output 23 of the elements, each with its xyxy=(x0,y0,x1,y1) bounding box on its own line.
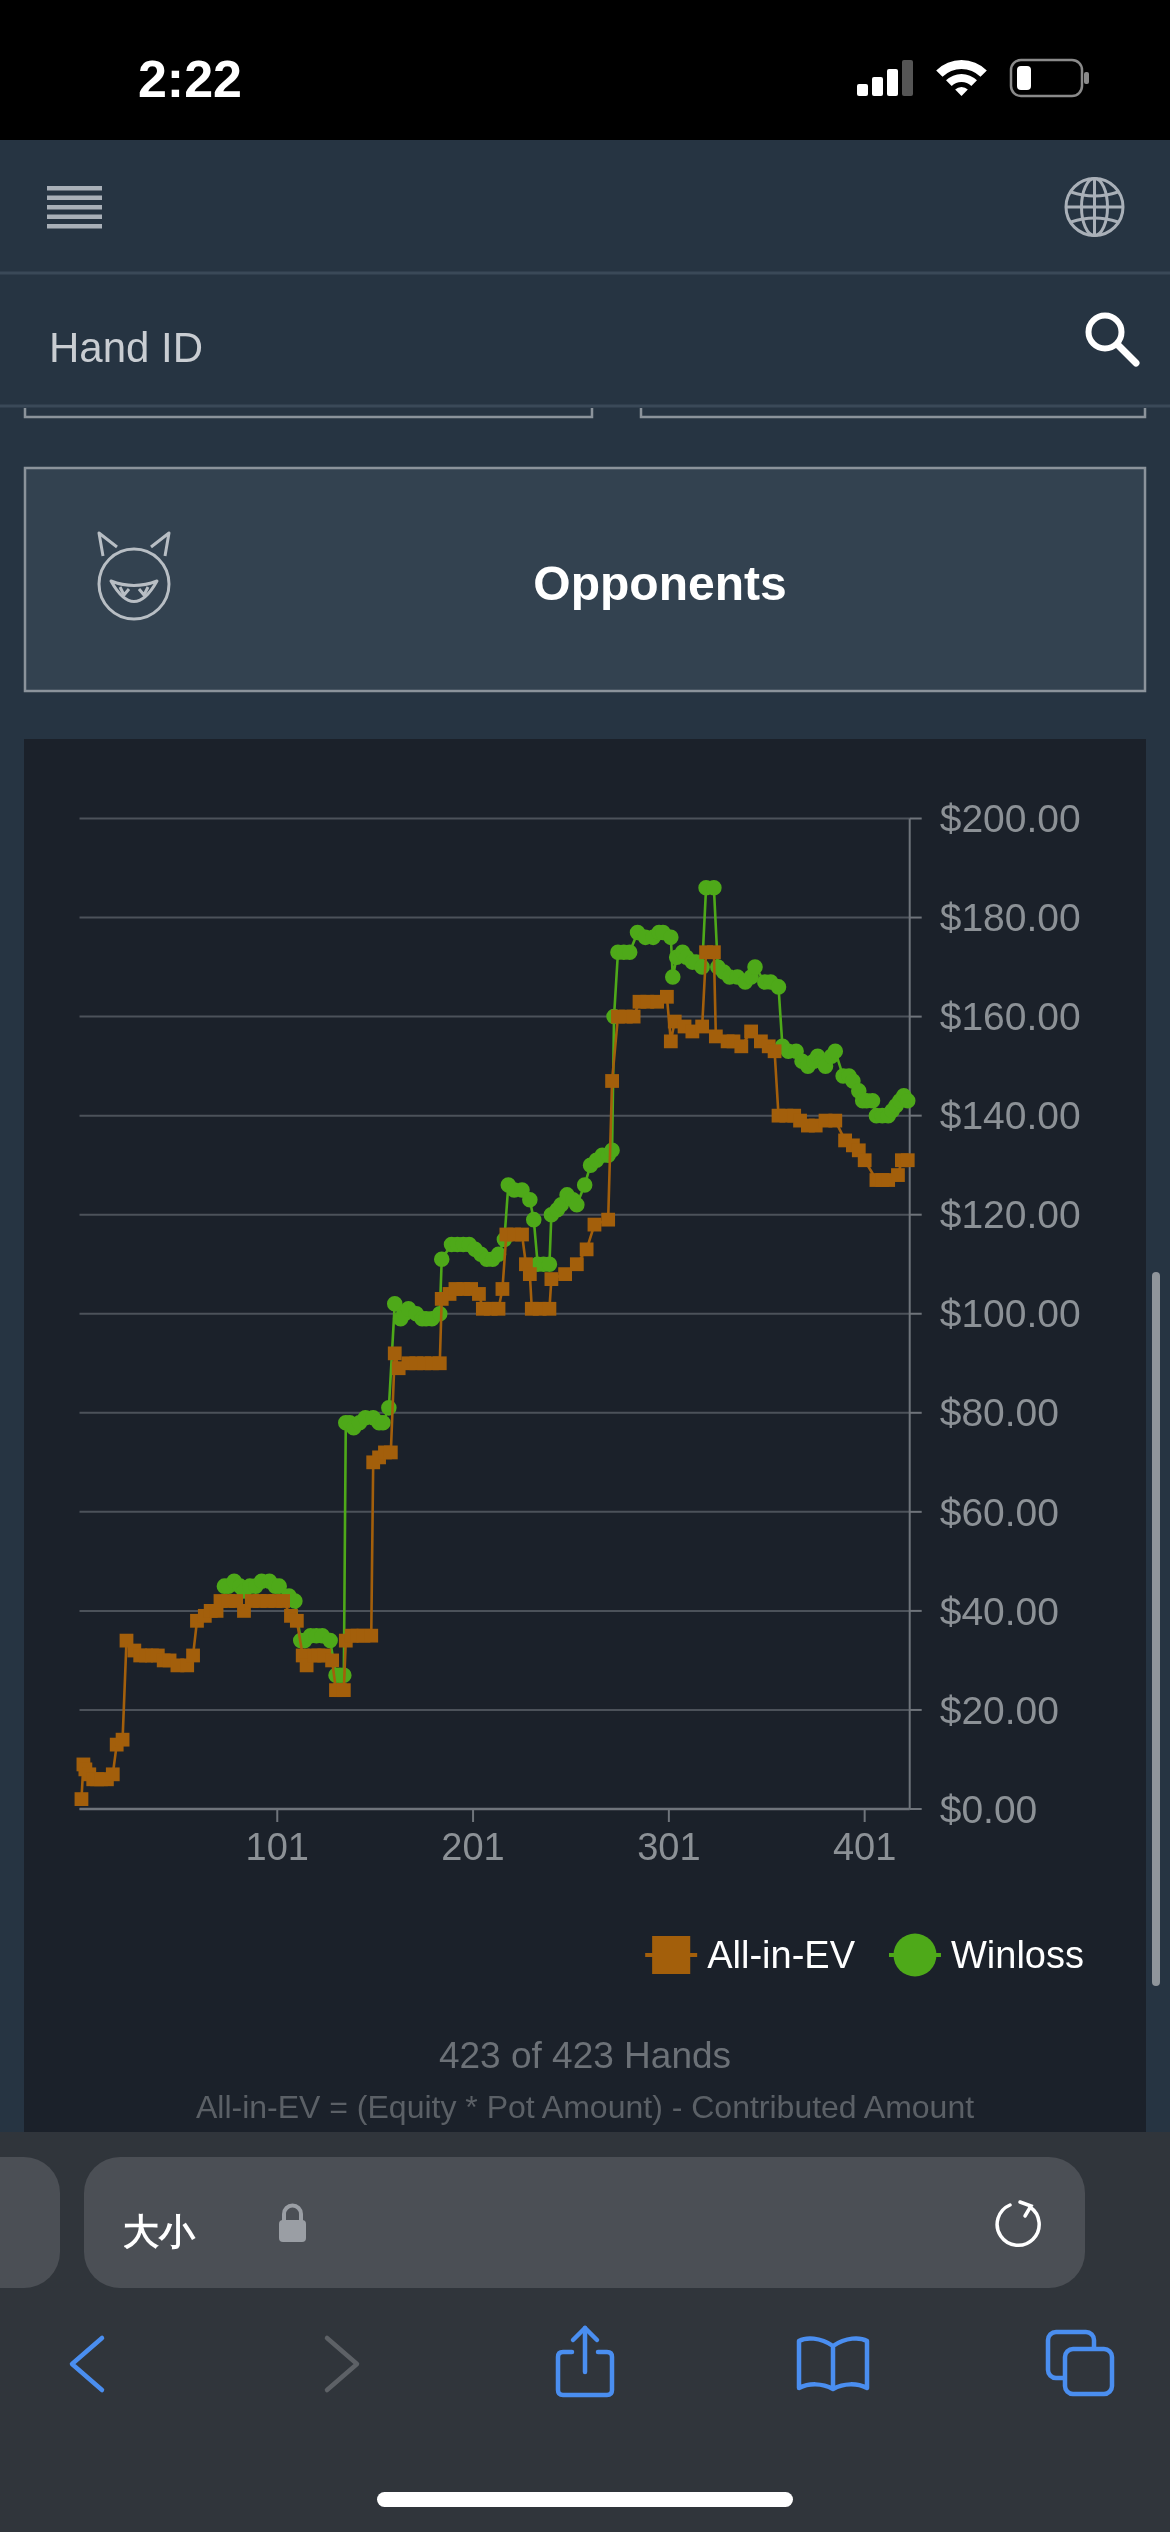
x-tick-label: 101 xyxy=(245,1826,309,1868)
y-tick-label: $80.00 xyxy=(939,1391,1059,1435)
y-tick-label: $40.00 xyxy=(939,1589,1059,1633)
text: Hand ID xyxy=(49,324,204,371)
text: Opponents xyxy=(533,557,787,610)
legend-label: Winloss xyxy=(950,1934,1085,1977)
y-tick-label: $0.00 xyxy=(939,1787,1038,1831)
text: 2:22 xyxy=(137,50,243,108)
text: 423 of 423 Hands xyxy=(438,2035,732,2076)
y-tick-label: $180.00 xyxy=(939,896,1081,940)
y-tick-label: $140.00 xyxy=(939,1094,1081,1138)
y-tick-label: $100.00 xyxy=(939,1292,1081,1336)
y-tick-label: $160.00 xyxy=(939,995,1081,1039)
y-tick-label: $20.00 xyxy=(939,1688,1059,1732)
text: 大小 xyxy=(123,2211,196,2252)
x-tick-label: 201 xyxy=(441,1826,505,1868)
y-tick-label: $200.00 xyxy=(939,797,1081,841)
y-tick-label: $120.00 xyxy=(939,1193,1081,1237)
text: All-in-EV = (Equity * Pot Amount) - Contributed Amount xyxy=(195,2089,975,2125)
x-tick-label: 401 xyxy=(832,1826,897,1868)
legend-label: All-in-EV xyxy=(707,1934,856,1977)
y-tick-label: $60.00 xyxy=(939,1490,1059,1534)
x-tick-label: 301 xyxy=(637,1826,701,1868)
